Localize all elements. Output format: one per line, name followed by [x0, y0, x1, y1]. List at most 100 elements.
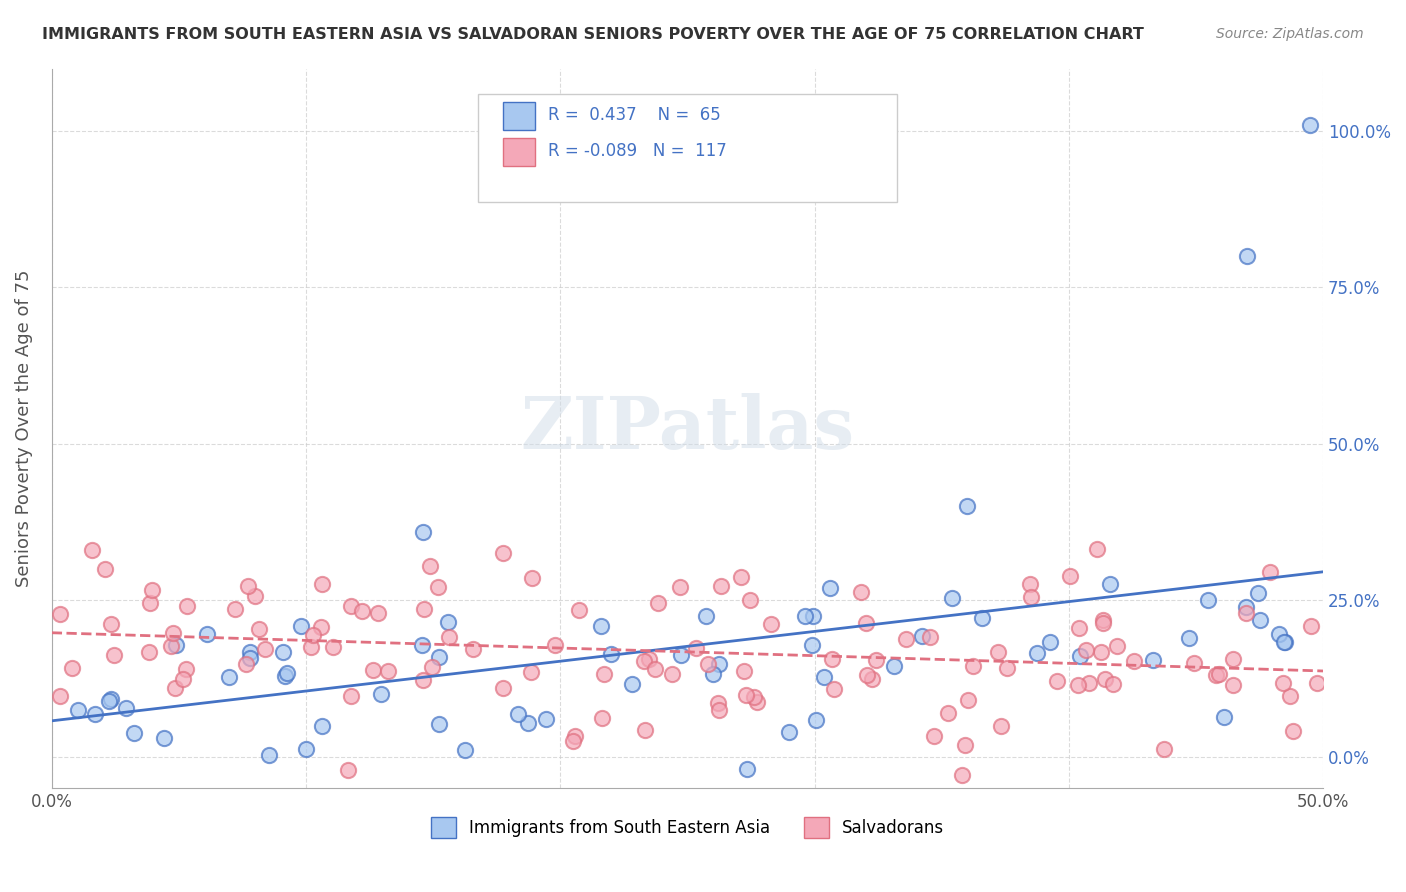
Point [239, 651, 262, 665]
Point [813, 670, 835, 684]
Point [1222, 652, 1244, 666]
Point [141, 583, 163, 598]
Point [710, 579, 733, 593]
Point [800, 638, 823, 652]
Point [243, 589, 266, 603]
Point [49, 690, 72, 704]
Legend: Immigrants from South Eastern Asia, Salvadorans: Immigrants from South Eastern Asia, Salv… [425, 811, 950, 844]
Point [176, 599, 198, 613]
Point [516, 715, 538, 730]
Text: R =  0.437    N =  65: R = 0.437 N = 65 [547, 106, 720, 124]
Point [865, 653, 887, 667]
Point [257, 748, 280, 763]
Point [1178, 631, 1201, 645]
Point [361, 663, 384, 677]
Point [589, 618, 612, 632]
Point [253, 641, 276, 656]
Point [114, 701, 136, 715]
Point [745, 695, 768, 709]
Point [591, 711, 613, 725]
Point [855, 615, 877, 630]
Point [1090, 645, 1112, 659]
Point [427, 717, 450, 731]
Point [1205, 668, 1227, 682]
Point [702, 666, 724, 681]
Point [1074, 643, 1097, 657]
Point [987, 645, 1010, 659]
Point [956, 500, 979, 514]
Point [922, 729, 945, 743]
Point [633, 654, 655, 668]
Point [311, 577, 333, 591]
Point [1102, 677, 1125, 691]
Point [730, 570, 752, 584]
Point [165, 638, 187, 652]
Point [492, 681, 515, 695]
Point [821, 652, 844, 666]
Point [172, 672, 194, 686]
Point [562, 733, 585, 747]
Point [941, 591, 963, 605]
Point [995, 660, 1018, 674]
Point [492, 546, 515, 560]
Point [1078, 675, 1101, 690]
Point [1234, 607, 1257, 621]
Point [413, 602, 436, 616]
Point [759, 617, 782, 632]
Point [138, 644, 160, 658]
Point [1247, 586, 1270, 600]
Point [647, 595, 669, 609]
Point [740, 593, 762, 607]
Point [139, 596, 162, 610]
Point [1066, 678, 1088, 692]
Point [735, 762, 758, 776]
Text: IMMIGRANTS FROM SOUTH EASTERN ASIA VS SALVADORAN SENIORS POVERTY OVER THE AGE OF: IMMIGRANTS FROM SOUTH EASTERN ASIA VS SA… [42, 27, 1144, 42]
Point [437, 615, 460, 630]
Point [1236, 249, 1258, 263]
Point [235, 657, 257, 671]
Point [80, 542, 103, 557]
Point [794, 608, 817, 623]
Point [1153, 742, 1175, 756]
Point [153, 731, 176, 745]
Point [1197, 592, 1219, 607]
Point [1234, 599, 1257, 614]
Point [238, 578, 260, 592]
Point [600, 647, 623, 661]
FancyBboxPatch shape [503, 103, 534, 129]
Point [1039, 635, 1062, 649]
Point [437, 630, 460, 644]
Point [860, 672, 883, 686]
Point [620, 677, 643, 691]
Point [247, 622, 270, 636]
Point [742, 690, 765, 705]
Point [564, 729, 586, 743]
Point [955, 738, 977, 752]
Point [1268, 627, 1291, 641]
Point [938, 706, 960, 720]
Text: Source: ZipAtlas.com: Source: ZipAtlas.com [1216, 27, 1364, 41]
Point [543, 638, 565, 652]
Point [377, 664, 399, 678]
Point [735, 688, 758, 702]
FancyBboxPatch shape [503, 138, 534, 166]
Point [276, 666, 298, 681]
Text: R = -0.089   N =  117: R = -0.089 N = 117 [547, 142, 727, 161]
Point [950, 767, 973, 781]
Point [103, 648, 125, 662]
Point [707, 657, 730, 671]
Point [733, 665, 755, 679]
Point [1249, 613, 1271, 627]
Point [60, 661, 83, 675]
Point [1222, 678, 1244, 692]
Point [685, 640, 707, 655]
Point [1274, 635, 1296, 649]
Point [1282, 723, 1305, 738]
Point [159, 639, 181, 653]
Point [1087, 541, 1109, 556]
Point [695, 609, 717, 624]
FancyBboxPatch shape [478, 94, 897, 202]
Point [412, 525, 434, 540]
Point [707, 696, 730, 710]
Point [463, 642, 485, 657]
